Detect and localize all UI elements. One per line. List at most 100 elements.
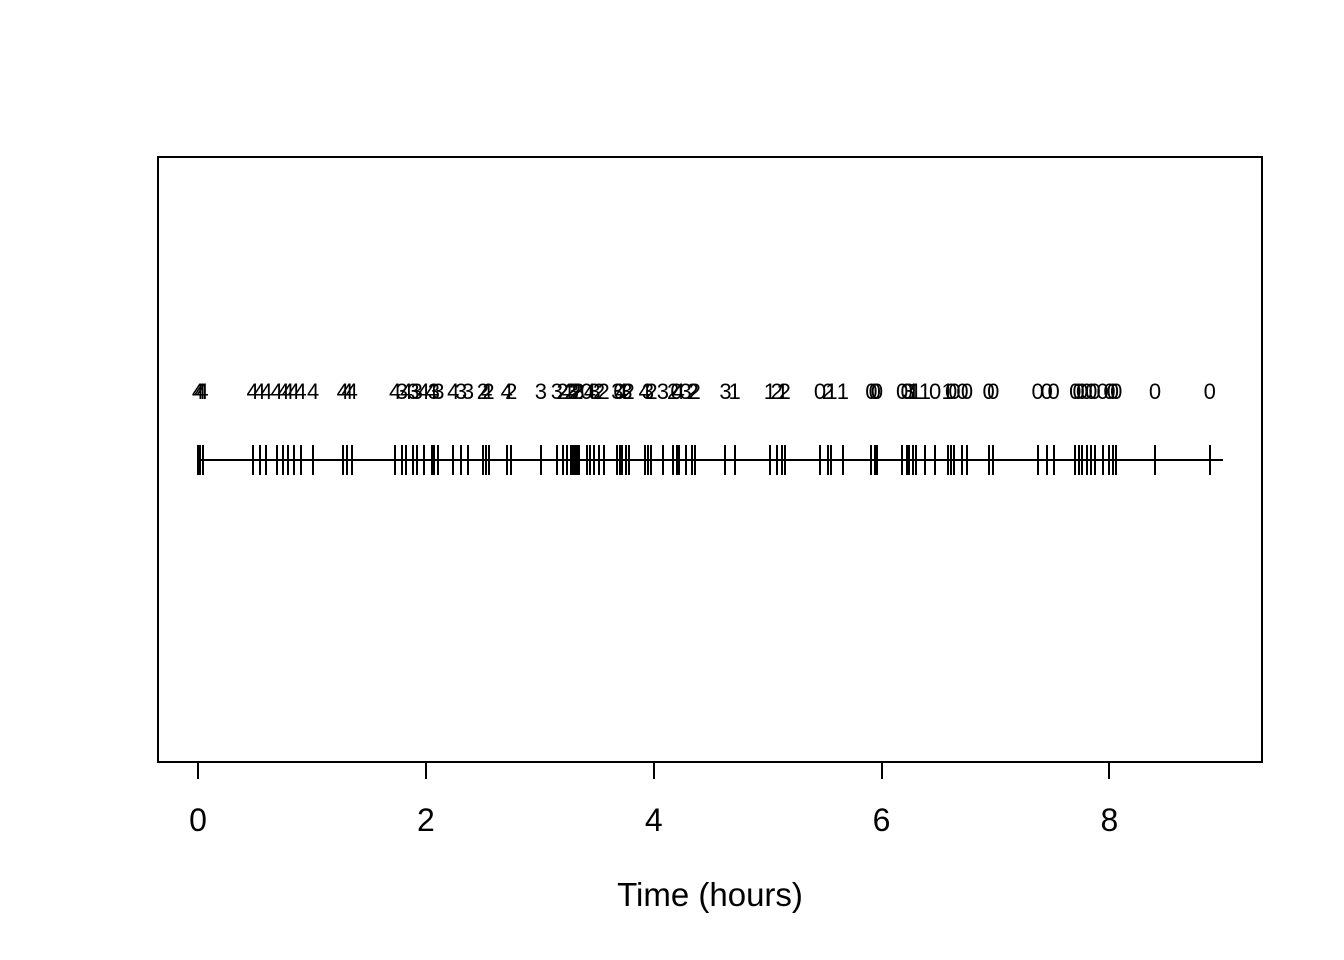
event-count-label: 0 xyxy=(1110,379,1123,404)
event-tick-mark xyxy=(569,445,572,475)
event-count-label: 2 xyxy=(556,379,569,404)
event-tick-mark xyxy=(783,445,786,475)
event-count-label: 0 xyxy=(1203,379,1216,404)
event-count-label: 2 xyxy=(666,379,680,404)
event-count-label: 4 xyxy=(306,379,320,404)
event-tick-mark xyxy=(618,445,621,475)
event-tick-mark xyxy=(452,445,455,475)
event-count-label: 2 xyxy=(622,379,635,404)
event-tick-mark xyxy=(1081,445,1084,475)
event-tick-mark xyxy=(394,445,397,475)
event-count-label: 3 xyxy=(427,379,440,404)
event-count-label: 0 xyxy=(870,379,884,404)
x-axis-tick xyxy=(1108,763,1111,779)
event-tick-mark xyxy=(946,445,949,475)
event-tick-mark xyxy=(415,445,418,475)
event-tick-mark xyxy=(561,445,564,475)
event-count-label: 3 xyxy=(534,379,548,404)
event-count-label: 0 xyxy=(982,379,995,404)
event-count-label: 3 xyxy=(641,379,655,404)
event-count-label: 1 xyxy=(918,379,931,404)
event-tick-mark xyxy=(1036,445,1039,475)
event-tick-mark xyxy=(292,445,295,475)
event-count-label: 4 xyxy=(388,379,402,404)
event-tick-mark xyxy=(275,445,278,475)
event-tick-mark xyxy=(934,445,937,475)
event-tick-mark xyxy=(677,445,680,475)
event-tick-mark xyxy=(312,445,315,475)
event-tick-mark xyxy=(953,445,956,475)
event-tick-mark xyxy=(422,445,425,475)
event-tick-mark xyxy=(961,445,964,475)
rug-baseline xyxy=(198,459,1224,461)
event-count-label: 4 xyxy=(583,379,597,404)
event-tick-mark xyxy=(650,445,653,475)
event-count-label: 4 xyxy=(638,379,651,404)
event-count-label: 0 xyxy=(1031,379,1044,404)
event-tick-mark xyxy=(341,445,344,475)
event-tick-mark xyxy=(197,445,199,475)
x-axis-tick-label: 6 xyxy=(872,802,891,838)
event-count-label: 0 xyxy=(1148,379,1162,404)
event-count-label: 2 xyxy=(770,379,783,404)
event-count-label: 1 xyxy=(763,379,777,404)
event-tick-mark xyxy=(1108,445,1111,475)
event-tick-mark xyxy=(467,445,469,475)
event-tick-mark xyxy=(819,445,822,475)
event-count-label: 3 xyxy=(588,379,601,404)
event-count-label: 3 xyxy=(432,379,445,404)
event-tick-mark xyxy=(693,445,696,475)
event-tick-mark xyxy=(588,445,591,475)
event-tick-mark xyxy=(585,445,588,475)
event-count-label: 0 xyxy=(1088,379,1101,404)
event-tick-mark xyxy=(593,445,596,475)
event-count-label: 2 xyxy=(482,379,495,404)
event-tick-mark xyxy=(505,445,508,475)
event-count-label: 0 xyxy=(895,379,909,404)
x-axis-tick-label: 0 xyxy=(189,802,207,838)
event-count-label: 4 xyxy=(561,379,574,404)
event-count-label: 4 xyxy=(246,379,259,404)
event-tick-mark xyxy=(574,445,577,475)
event-tick-mark xyxy=(199,445,202,475)
event-tick-mark xyxy=(251,445,254,475)
event-count-label: 0 xyxy=(1096,379,1109,404)
event-count-label: 0 xyxy=(1047,379,1060,404)
event-tick-mark xyxy=(539,445,542,475)
event-count-label: 3 xyxy=(656,379,669,404)
event-count-label: 0 xyxy=(1075,379,1089,404)
event-count-label: 4 xyxy=(270,379,283,404)
event-count-label: 4 xyxy=(345,379,358,404)
event-count-label: 0 xyxy=(956,379,969,404)
event-count-label: 1 xyxy=(941,379,954,404)
event-count-label: 2 xyxy=(571,379,584,404)
event-tick-mark xyxy=(907,445,910,475)
event-count-label: 0 xyxy=(613,379,626,404)
event-tick-mark xyxy=(555,445,558,475)
event-tick-mark xyxy=(258,445,261,475)
plot-area-border xyxy=(157,156,1263,763)
event-count-label: 4 xyxy=(281,379,295,404)
event-count-label: 0 xyxy=(944,379,958,404)
event-tick-mark xyxy=(299,445,302,475)
event-count-label: 1 xyxy=(728,379,741,404)
event-count-label: 2 xyxy=(505,379,518,404)
event-tick-mark xyxy=(412,445,415,475)
x-axis-tick-label: 8 xyxy=(1100,802,1119,838)
event-count-label: 4 xyxy=(447,379,460,404)
event-tick-mark xyxy=(265,445,268,475)
event-tick-mark xyxy=(876,445,879,475)
event-count-label: 3 xyxy=(572,379,585,404)
event-tick-mark xyxy=(627,445,630,475)
event-tick-mark xyxy=(350,445,353,475)
event-tick-mark xyxy=(432,445,435,475)
event-tick-mark xyxy=(485,445,488,475)
event-tick-mark xyxy=(768,445,771,475)
event-tick-mark xyxy=(625,445,628,475)
event-count-label: 0 xyxy=(1106,379,1119,404)
event-count-label: 4 xyxy=(341,379,354,404)
event-count-label: 2 xyxy=(597,379,610,404)
event-tick-mark xyxy=(460,445,463,475)
event-tick-mark xyxy=(675,445,678,475)
